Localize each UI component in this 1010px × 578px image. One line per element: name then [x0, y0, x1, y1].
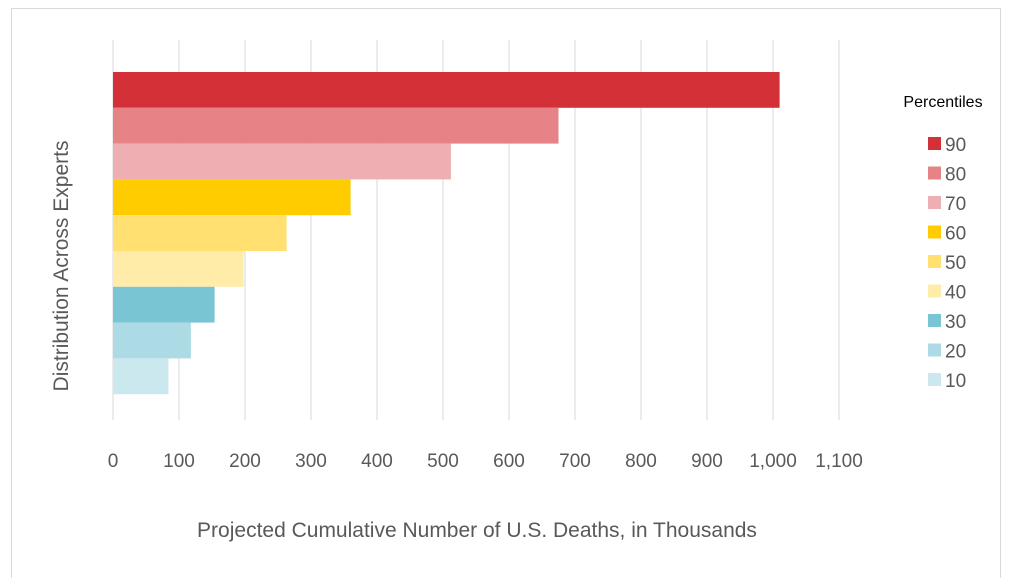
- legend-label-40: 40: [945, 283, 966, 304]
- bar-percentile-50: [113, 215, 287, 251]
- bar-percentile-90: [113, 72, 780, 108]
- x-axis-title: Projected Cumulative Number of U.S. Deat…: [197, 519, 757, 542]
- legend-swatch-30: [928, 314, 941, 327]
- x-tick-label: 200: [229, 451, 261, 472]
- legend-swatch-70: [928, 196, 941, 209]
- legend-label-80: 80: [945, 165, 966, 186]
- legend-label-10: 10: [945, 371, 966, 392]
- legend-label-30: 30: [945, 312, 966, 333]
- bar-percentile-30: [113, 286, 215, 323]
- legend-label-60: 60: [945, 224, 966, 245]
- bar-percentile-80: [113, 107, 559, 144]
- legend-label-70: 70: [945, 194, 966, 215]
- x-tick-label: 1,000: [749, 451, 797, 472]
- x-tick-label: 300: [295, 451, 327, 472]
- bar-percentile-60: [113, 179, 351, 216]
- legend-title: Percentiles: [903, 94, 982, 111]
- legend-swatch-50: [928, 255, 941, 268]
- x-tick-label: 600: [493, 451, 525, 472]
- legend-swatch-80: [928, 166, 941, 180]
- y-axis-title: Distribution Across Experts: [50, 141, 73, 392]
- bar-percentile-70: [113, 143, 451, 180]
- x-tick-label: 800: [625, 451, 657, 472]
- x-tick-label: 100: [163, 451, 195, 472]
- legend-swatch-60: [928, 225, 941, 239]
- legend: 90 80 70 60 50 40 30 20 10: [928, 135, 966, 392]
- x-tick-label: 0: [108, 451, 119, 472]
- x-tick-label: 900: [691, 451, 723, 472]
- x-tick-label: 400: [361, 451, 393, 472]
- legend-swatch-90: [928, 137, 941, 150]
- legend-label-50: 50: [945, 253, 966, 274]
- bar-percentile-20: [113, 322, 191, 359]
- legend-swatch-10: [928, 373, 941, 386]
- legend-swatch-20: [928, 343, 941, 357]
- x-tick-label: 1,100: [815, 451, 863, 472]
- legend-label-20: 20: [945, 342, 966, 363]
- bars: [113, 72, 780, 395]
- legend-label-90: 90: [945, 135, 966, 156]
- x-tick-labels: 0 100 200 300 400 500 600 700 800 900 1,000 1,100: [108, 451, 863, 472]
- bar-percentile-40: [113, 251, 244, 287]
- legend-swatch-40: [928, 284, 941, 298]
- x-tick-label: 700: [559, 451, 591, 472]
- x-tick-label: 500: [427, 451, 459, 472]
- bar-percentile-10: [113, 358, 169, 395]
